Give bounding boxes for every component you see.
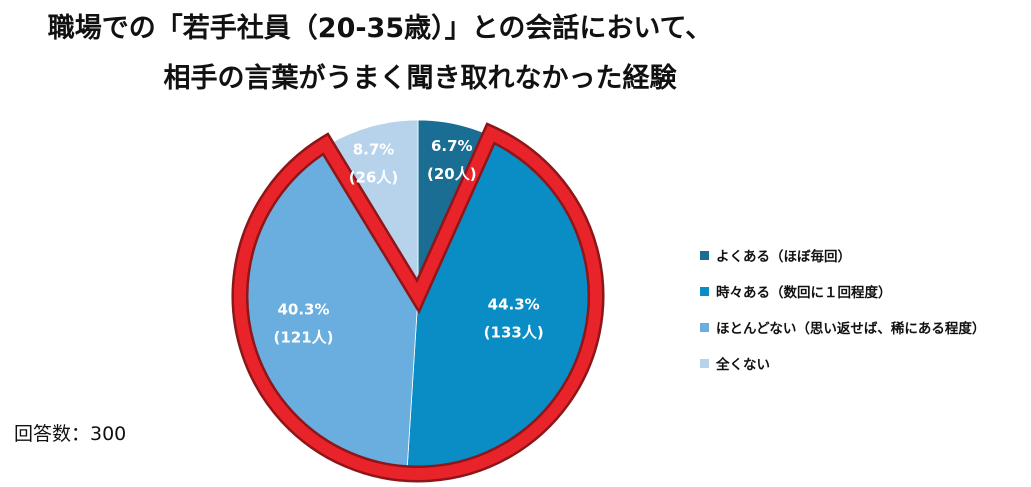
highlight-outline: [234, 125, 602, 480]
data-label-percent-2: 44.3%: [488, 296, 540, 314]
chart-legend: よくある（ほぼ毎回） 時々ある（数回に１回程度） ほとんどない（思い返せば、稀にある…: [700, 246, 985, 390]
chart-title-line1: 職場での「若手社員（20-35歳）」との会話において、: [47, 13, 713, 44]
legend-label: 時々ある（数回に１回程度）: [716, 285, 892, 301]
data-label-percent-1: 6.7%: [431, 137, 473, 155]
legend-item-3: ほとんどない（思い返せば、稀にある程度）: [700, 318, 986, 337]
data-label-percent-4: 8.7%: [353, 140, 395, 158]
data-label-count-3: (121人): [273, 328, 333, 346]
data-label-count-1: (20人): [427, 165, 477, 183]
legend-swatch: [700, 322, 709, 332]
legend-swatch: [700, 250, 709, 260]
chart-title-line2: 相手の言葉がうまく聞き取れなかった経験: [163, 63, 677, 94]
data-label-percent-3: 40.3%: [277, 300, 329, 318]
legend-item-2: 時々ある（数回に１回程度）: [700, 282, 985, 301]
legend-label: よくある（ほぼ毎回）: [716, 249, 851, 265]
data-label-count-2: (133人): [484, 324, 544, 342]
data-label-count-4: (26人): [349, 168, 399, 186]
legend-swatch: [700, 286, 709, 296]
legend-swatch: [700, 358, 709, 368]
legend-label: 全くない: [716, 357, 770, 373]
legend-item-4: 全くない: [700, 354, 985, 373]
respondent-count: 回答数：300: [14, 423, 127, 445]
legend-label: ほとんどない（思い返せば、稀にある程度）: [716, 321, 986, 337]
legend-item-1: よくある（ほぼ毎回）: [700, 246, 985, 265]
